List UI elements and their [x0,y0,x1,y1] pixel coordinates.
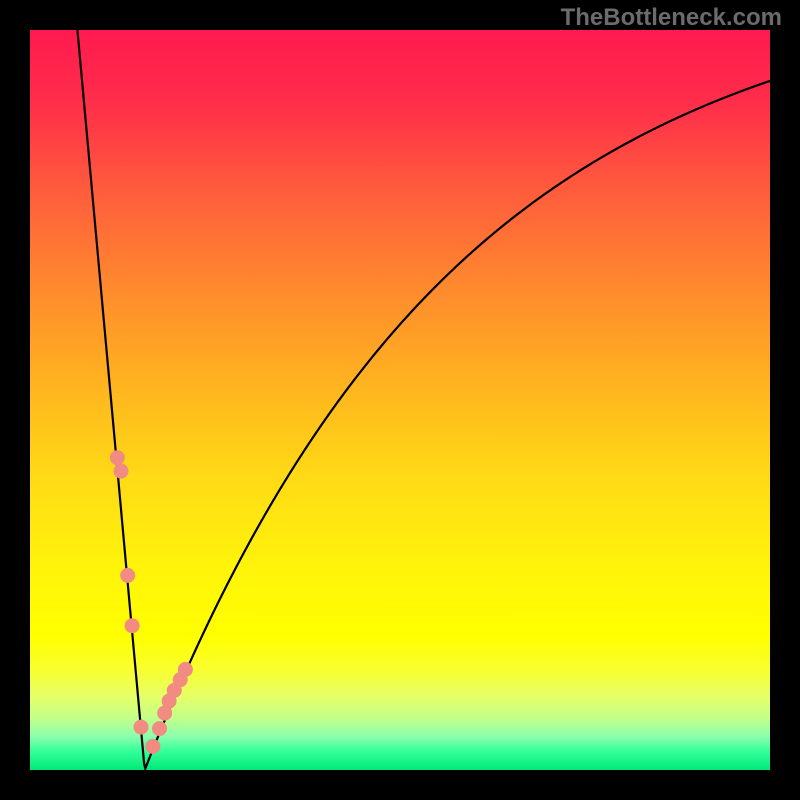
gradient-background [30,30,770,770]
data-marker [146,739,160,753]
plot-svg [30,30,770,770]
watermark-text: TheBottleneck.com [561,4,782,32]
data-marker [121,568,135,582]
data-marker [134,720,148,734]
data-marker [114,464,128,478]
data-marker [178,662,192,676]
data-marker [110,451,124,465]
plot-area [30,30,770,770]
data-marker [153,722,167,736]
data-marker [125,619,139,633]
chart-frame: TheBottleneck.com [0,0,800,800]
